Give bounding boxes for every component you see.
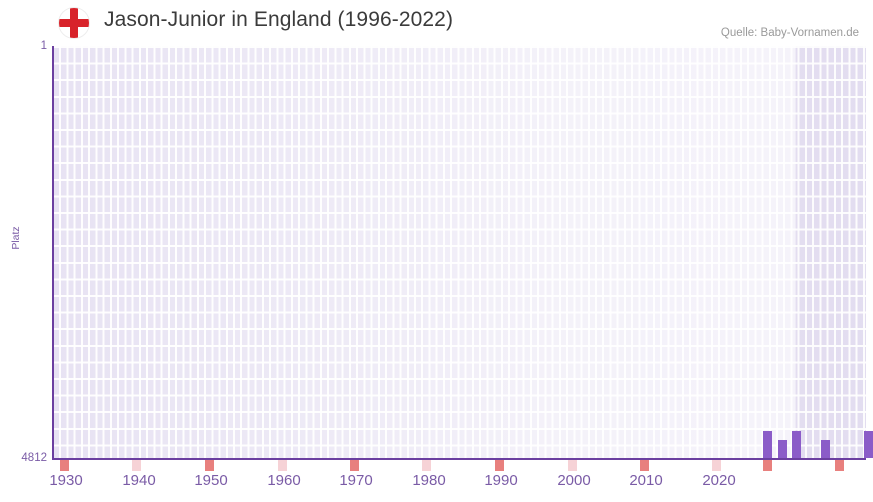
- x-axis-tick-label: 2020: [702, 472, 736, 489]
- bar-series: [52, 46, 873, 460]
- x-axis-tick-marker: [835, 460, 844, 471]
- x-axis-tick-marker: [350, 460, 359, 471]
- x-axis-tick-label: 1930: [49, 472, 83, 489]
- x-axis-tick-marker: [60, 460, 69, 471]
- y-axis-label-top: 1: [40, 40, 47, 52]
- x-axis-tick-marker: [278, 460, 287, 471]
- bar[interactable]: [821, 440, 830, 458]
- plot-background: [52, 46, 866, 460]
- y-axis-spine: [52, 46, 54, 460]
- x-axis-tick-marker: [132, 460, 141, 471]
- x-axis-tick-marker: [495, 460, 504, 471]
- flag-cross-vertical: [70, 8, 78, 38]
- x-axis-tick-label: 1940: [122, 472, 156, 489]
- x-axis-tick-marker: [712, 460, 721, 471]
- plot-area: [52, 46, 873, 471]
- source-attribution: Quelle: Baby-Vornamen.de: [720, 27, 859, 39]
- bar[interactable]: [778, 440, 787, 458]
- x-axis-tick-label: 1950: [194, 472, 228, 489]
- chart-header: Jason-Junior in England (1996-2022) Quel…: [0, 0, 873, 44]
- x-axis-tick-marker: [568, 460, 577, 471]
- x-axis-tick-marker: [205, 460, 214, 471]
- page-title: Jason-Junior in England (1996-2022): [104, 8, 454, 31]
- bar[interactable]: [792, 431, 801, 458]
- bar[interactable]: [864, 431, 873, 458]
- y-axis-label-bottom: 4812: [21, 452, 47, 464]
- x-axis-tick-label: 2010: [629, 472, 663, 489]
- x-axis-tick-label: 1990: [484, 472, 518, 489]
- x-axis-tick-label: 1980: [412, 472, 446, 489]
- x-axis-tick-marker: [763, 460, 772, 471]
- x-axis-tick-marker: [640, 460, 649, 471]
- x-axis-tick-marker: [422, 460, 431, 471]
- y-axis-title: Platz: [10, 226, 22, 250]
- bar[interactable]: [763, 431, 772, 458]
- england-flag-icon: [59, 8, 89, 38]
- x-axis-tick-label: 1960: [267, 472, 301, 489]
- x-axis-tick-label: 1970: [339, 472, 373, 489]
- x-axis-spine: [52, 458, 866, 460]
- plot-gradient-overlay: [52, 46, 866, 460]
- x-axis-tick-label: 2000: [557, 472, 591, 489]
